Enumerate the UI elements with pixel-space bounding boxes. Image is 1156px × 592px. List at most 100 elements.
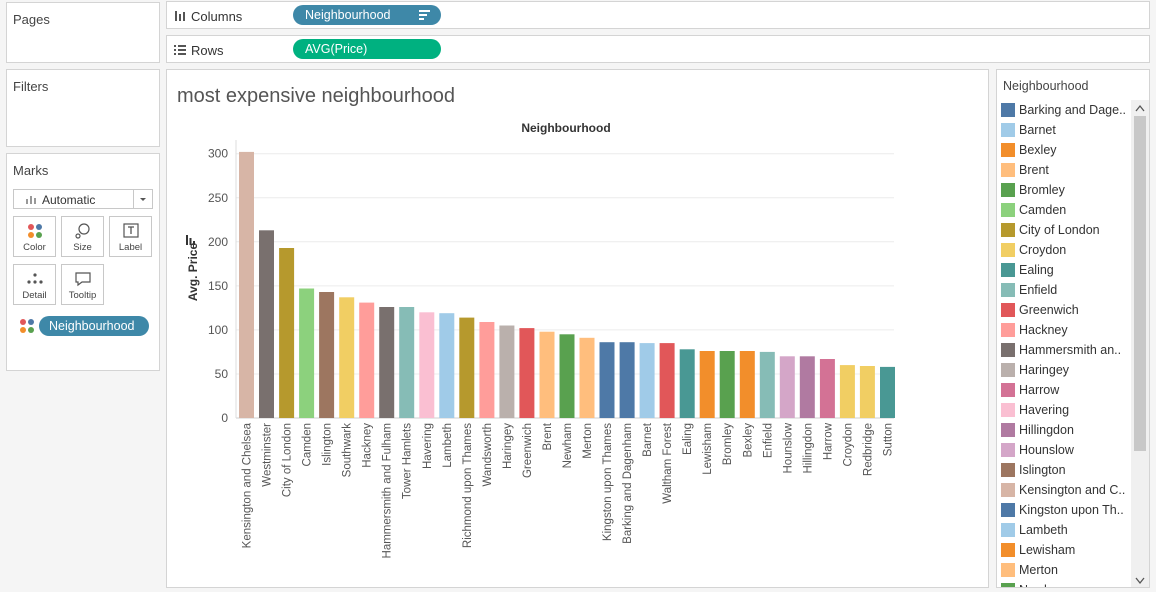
x-tick-label: Harrow (822, 422, 834, 460)
x-tick-label: Southwark (342, 423, 354, 478)
x-tick-label: Hackney (362, 423, 374, 468)
legend-item[interactable]: City of London (1001, 220, 1126, 240)
bar[interactable] (519, 328, 535, 418)
bar[interactable] (439, 313, 455, 418)
bar[interactable] (479, 322, 495, 418)
legend-item[interactable]: Croydon (1001, 240, 1126, 260)
mark-type-dropdown[interactable]: Automatic (13, 189, 153, 209)
bar[interactable] (659, 343, 675, 418)
y-axis-sort-icon[interactable] (186, 235, 195, 245)
bar[interactable] (599, 342, 615, 418)
bar[interactable] (739, 351, 755, 418)
bar[interactable] (719, 351, 735, 418)
bar[interactable] (299, 288, 315, 419)
legend-item[interactable]: Bexley (1001, 140, 1126, 160)
legend-item[interactable]: Islington (1001, 460, 1126, 480)
scroll-up-icon[interactable] (1131, 100, 1149, 116)
label-card[interactable]: Label (109, 216, 152, 257)
size-card[interactable]: Size (61, 216, 104, 257)
bar[interactable] (459, 317, 475, 418)
filters-panel[interactable]: Filters (6, 69, 160, 147)
legend-label: Bromley (1019, 183, 1065, 197)
detail-card[interactable]: Detail (13, 264, 56, 305)
legend-item[interactable]: Hillingdon (1001, 420, 1126, 440)
y-tick-label: 250 (208, 191, 228, 205)
legend-label: Hammersmith an.. (1019, 343, 1122, 357)
bar[interactable] (880, 366, 895, 418)
chevron-down-icon[interactable] (133, 190, 152, 208)
bar-chart-icon (26, 196, 36, 204)
legend-item[interactable]: Greenwich (1001, 300, 1126, 320)
bar[interactable] (419, 312, 435, 418)
bar[interactable] (319, 292, 335, 418)
legend-item[interactable]: Barking and Dage.. (1001, 100, 1126, 120)
bar[interactable] (239, 151, 254, 418)
legend-title: Neighbourhood (1003, 79, 1089, 93)
bar[interactable] (559, 334, 575, 418)
bar[interactable] (499, 325, 515, 419)
legend-item[interactable]: Newham (1001, 580, 1126, 587)
legend-label: Lewisham (1019, 543, 1076, 557)
bar[interactable] (399, 307, 415, 418)
bar[interactable] (619, 342, 635, 418)
x-tick-label: Croydon (842, 423, 854, 466)
bar[interactable] (339, 297, 355, 418)
x-tick-label: Wandsworth (482, 423, 494, 487)
legend-item[interactable]: Hammersmith an.. (1001, 340, 1126, 360)
chart-header: Neighbourhood (521, 121, 610, 135)
bar[interactable] (259, 230, 274, 418)
pages-panel[interactable]: Pages (6, 2, 160, 63)
bar[interactable] (639, 343, 655, 418)
legend-label: Hounslow (1019, 443, 1074, 457)
bar[interactable] (779, 356, 795, 418)
bar[interactable] (859, 366, 875, 418)
scroll-down-icon[interactable] (1131, 573, 1149, 588)
legend-item[interactable]: Merton (1001, 560, 1126, 580)
legend-swatch (1001, 403, 1015, 417)
legend-item[interactable]: Ealing (1001, 260, 1126, 280)
bar[interactable] (579, 337, 595, 418)
columns-neighbourhood-pill[interactable]: Neighbourhood (293, 5, 441, 25)
color-card[interactable]: Color (13, 216, 56, 257)
columns-shelf[interactable]: Columns Neighbourhood (166, 1, 1150, 29)
bar[interactable] (539, 331, 555, 418)
bar[interactable] (679, 349, 695, 418)
legend-item[interactable]: Enfield (1001, 280, 1126, 300)
legend-item[interactable]: Hounslow (1001, 440, 1126, 460)
x-tick-label: Bromley (722, 423, 734, 465)
bar[interactable] (699, 351, 715, 418)
legend-item[interactable]: Brent (1001, 160, 1126, 180)
color-neighbourhood-pill[interactable]: Neighbourhood (39, 316, 149, 336)
legend-scrollbar[interactable] (1131, 100, 1149, 588)
rows-shelf[interactable]: Rows AVG(Price) (166, 35, 1150, 63)
legend-item[interactable]: Hackney (1001, 320, 1126, 340)
legend-item[interactable]: Haringey (1001, 360, 1126, 380)
legend-item[interactable]: Camden (1001, 200, 1126, 220)
legend-item[interactable]: Lambeth (1001, 520, 1126, 540)
scrollbar-thumb[interactable] (1134, 116, 1146, 451)
tooltip-card[interactable]: Tooltip (61, 264, 104, 305)
legend-swatch (1001, 143, 1015, 157)
bar[interactable] (359, 302, 375, 418)
legend-list: Barking and Dage.. Barnet Bexley Brent Broml… (997, 100, 1131, 587)
x-tick-label: Brent (542, 422, 554, 450)
legend-item[interactable]: Harrow (1001, 380, 1126, 400)
bar[interactable] (799, 356, 815, 418)
legend-item[interactable]: Barnet (1001, 120, 1126, 140)
bar[interactable] (819, 359, 835, 418)
bar[interactable] (279, 248, 295, 418)
legend-item[interactable]: Kensington and C.. (1001, 480, 1126, 500)
legend-item[interactable]: Kingston upon Th.. (1001, 500, 1126, 520)
legend-item[interactable]: Havering (1001, 400, 1126, 420)
bar[interactable] (379, 307, 395, 418)
legend-label: Greenwich (1019, 303, 1079, 317)
rows-avg-price-pill[interactable]: AVG(Price) (293, 39, 441, 59)
legend-item[interactable]: Bromley (1001, 180, 1126, 200)
legend-swatch (1001, 503, 1015, 517)
bar-chart: Neighbourhood Avg. Price 0 50 100 150 200 250… (186, 121, 895, 558)
bar[interactable] (839, 365, 855, 418)
legend-label: Ealing (1019, 263, 1054, 277)
legend-item[interactable]: Lewisham (1001, 540, 1126, 560)
bar[interactable] (759, 351, 775, 418)
legend-swatch (1001, 323, 1015, 337)
